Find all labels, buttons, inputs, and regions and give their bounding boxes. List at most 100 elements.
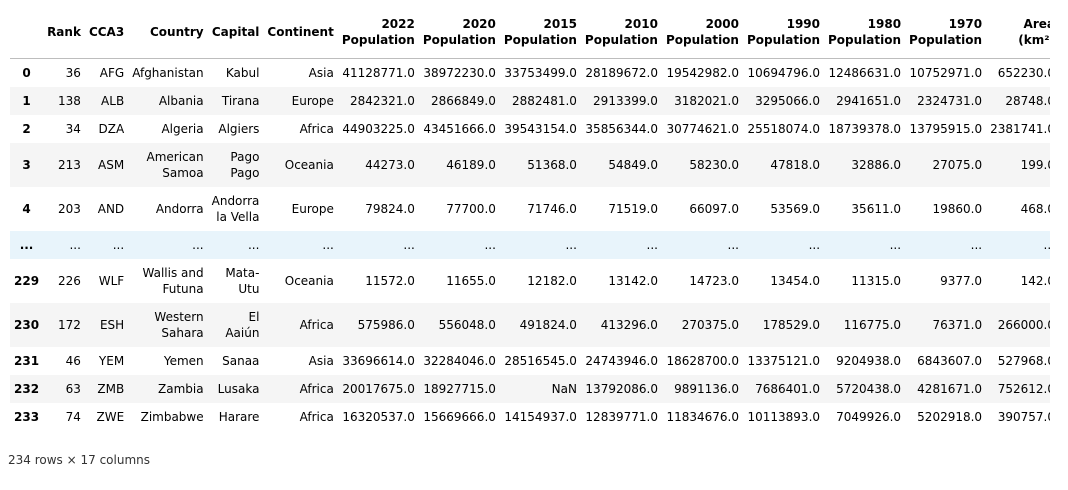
cell-2010-population: 54849.0	[608, 157, 658, 172]
cell-continent: Asia	[308, 353, 334, 368]
header-index	[10, 6, 44, 59]
cell-1980-population: 7049926.0	[836, 409, 902, 424]
cell-2010-population: 13792086.0	[585, 381, 658, 396]
cell-2000-population: 9891136.0	[674, 381, 739, 396]
cell-2022-population: ...	[403, 237, 415, 252]
cell-2010-population: 2913399.0	[593, 93, 658, 108]
cell-2015-population: 14154937.0	[504, 409, 577, 424]
cell-2015-population: 51368.0	[527, 157, 577, 172]
cell-rank: 226	[58, 273, 81, 288]
cell-2000-population: 19542982.0	[666, 65, 739, 80]
cell-cca3: ...	[112, 237, 125, 252]
header-1970-population: 1970 Population	[905, 6, 987, 59]
cell-continent: Europe	[291, 201, 334, 216]
header-row: Rank CCA3 Country Capital Continent 2022…	[10, 6, 1050, 59]
cell-area: 527968.0	[997, 353, 1050, 368]
cell-continent: Africa	[299, 381, 334, 396]
table-row: 3 213 ASM American Samoa Pago Pago Ocean…	[10, 142, 1050, 187]
cell-2022-population: 44903225.0	[342, 121, 415, 136]
header-2000-population: 2000 Population	[661, 6, 743, 59]
cell-2020-population: 46189.0	[446, 157, 496, 172]
cell-capital: Kabul	[225, 65, 260, 80]
cell-country: Yemen	[163, 353, 204, 368]
cell-rank: 138	[58, 93, 81, 108]
cell-2015-population: 28516545.0	[504, 353, 577, 368]
row-index: 231	[14, 353, 40, 368]
cell-2000-population: 66097.0	[689, 201, 739, 216]
cell-country: Western Sahara	[154, 309, 204, 340]
header-continent: Continent	[263, 6, 338, 59]
cell-2022-population: 575986.0	[357, 317, 415, 332]
cell-1970-population: 2324731.0	[917, 93, 983, 108]
header-country: Country	[128, 6, 208, 59]
row-index: 230	[14, 317, 40, 332]
cell-1980-population: 12486631.0	[828, 65, 902, 80]
dataframe-table: Rank CCA3 Country Capital Continent 2022…	[10, 6, 1050, 431]
table-row: 231 46 YEM Yemen Sanaa Asia 33696614.0 3…	[10, 347, 1050, 375]
cell-cca3: YEM	[98, 353, 125, 368]
cell-cca3: ALB	[101, 93, 125, 108]
cell-1990-population: 47818.0	[770, 157, 821, 172]
cell-cca3: AND	[97, 201, 125, 216]
cell-rank: ...	[69, 237, 81, 252]
cell-2015-population: 33753499.0	[504, 65, 577, 80]
cell-2020-population: 15669666.0	[423, 409, 496, 424]
cell-rank: 46	[65, 353, 81, 368]
table-row: 0 36 AFG Afghanistan Kabul Asia 41128771…	[10, 59, 1050, 87]
cell-2000-population: 18628700.0	[666, 353, 739, 368]
row-index: 229	[14, 273, 40, 288]
cell-1980-population: 18739378.0	[828, 121, 902, 136]
ellipsis-row: ... ... ... ... ... ... ... ... ... ... …	[10, 230, 1050, 259]
cell-capital: Algiers	[218, 121, 260, 136]
table-row: 232 63 ZMB Zambia Lusaka Africa 20017675…	[10, 374, 1050, 403]
cell-2010-population: 13142.0	[608, 273, 658, 288]
cell-capital: Lusaka	[217, 381, 260, 396]
cell-area: 266000.0	[997, 317, 1050, 332]
cell-1970-population: 4281671.0	[917, 381, 983, 396]
row-index: 4	[22, 201, 31, 216]
dataframe-shape-summary: 234 rows × 17 columns	[8, 453, 150, 467]
dataframe-viewport[interactable]: Rank CCA3 Country Capital Continent 2022…	[10, 6, 1050, 446]
cell-capital: Sanaa	[222, 353, 260, 368]
header-capital: Capital	[207, 6, 264, 59]
cell-area: 652230.0	[997, 65, 1050, 80]
cell-1970-population: 19860.0	[932, 201, 983, 216]
cell-continent: Africa	[299, 121, 334, 136]
cell-2000-population: 270375.0	[681, 317, 739, 332]
cell-1990-population: 178529.0	[762, 317, 821, 332]
cell-2022-population: 41128771.0	[342, 65, 415, 80]
cell-2022-population: 33696614.0	[342, 353, 415, 368]
cell-continent: Oceania	[284, 273, 334, 288]
header-2010-population: 2010 Population	[580, 6, 662, 59]
cell-2010-population: 28189672.0	[585, 65, 658, 80]
cell-1980-population: 32886.0	[851, 157, 902, 172]
cell-cca3: ESH	[99, 317, 125, 332]
cell-2010-population: 71519.0	[608, 201, 658, 216]
header-area: Area (km²)	[986, 6, 1050, 59]
cell-country: Algeria	[161, 121, 204, 136]
cell-2020-population: 77700.0	[446, 201, 496, 216]
row-index: ...	[19, 237, 34, 252]
cell-area: 142.0	[1020, 273, 1050, 288]
cell-continent: Asia	[308, 65, 334, 80]
cell-country: American Samoa	[146, 149, 204, 180]
cell-2020-population: ...	[484, 237, 496, 252]
cell-2020-population: 32284046.0	[423, 353, 496, 368]
cell-2020-population: 11655.0	[446, 273, 496, 288]
cell-2010-population: 35856344.0	[585, 121, 658, 136]
cell-1970-population: ...	[970, 237, 983, 252]
header-1990-population: 1990 Population	[742, 6, 825, 59]
cell-rank: 36	[65, 65, 81, 80]
cell-capital: El Aaiún	[225, 309, 260, 340]
cell-1990-population: 10694796.0	[747, 65, 821, 80]
cell-rank: 34	[65, 121, 81, 136]
cell-continent: ...	[322, 237, 334, 252]
cell-country: Zimbabwe	[140, 409, 204, 424]
cell-1980-population: 2941651.0	[836, 93, 902, 108]
header-cca3: CCA3	[84, 6, 129, 59]
cell-capital: Harare	[218, 409, 260, 424]
cell-1990-population: 13375121.0	[747, 353, 821, 368]
cell-area: ...	[1043, 237, 1050, 252]
cell-1990-population: 10113893.0	[747, 409, 821, 424]
